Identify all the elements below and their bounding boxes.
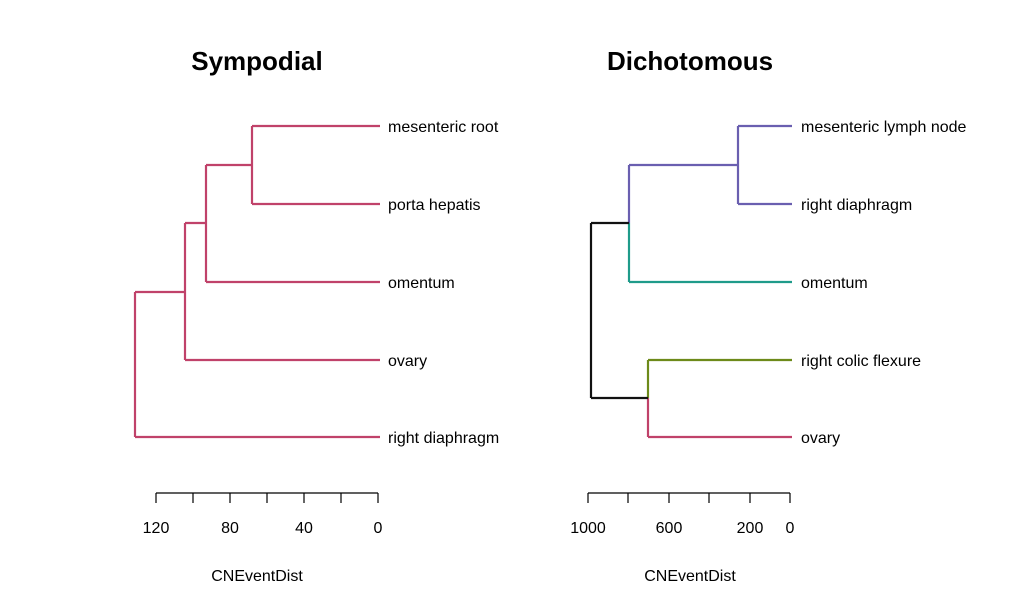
leaf-label: omentum <box>801 275 868 292</box>
leaf-label: ovary <box>801 430 840 447</box>
tick-label: 120 <box>143 520 170 537</box>
panel-title: Sympodial <box>191 46 322 76</box>
leaf-label: right colic flexure <box>801 353 921 370</box>
leaf-label: omentum <box>388 275 455 292</box>
leaf-label: ovary <box>388 353 427 370</box>
tick-label: 1000 <box>570 520 606 537</box>
leaf-label: mesenteric root <box>388 119 499 136</box>
panel-title: Dichotomous <box>607 46 773 76</box>
leaf-label: porta hepatis <box>388 197 481 214</box>
x-axis-title: CNEventDist <box>211 568 303 585</box>
panel-dichotomous: Dichotomous mesenteric lymph node right … <box>570 46 966 585</box>
x-axis <box>587 492 791 503</box>
tick-label: 600 <box>656 520 683 537</box>
leaf-label: right diaphragm <box>801 197 912 214</box>
panel-sympodial: Sympodial mesenteric root porta hepatis … <box>133 46 499 585</box>
x-axis <box>155 492 379 503</box>
leaf-label: mesenteric lymph node <box>801 119 967 136</box>
x-axis-title: CNEventDist <box>644 568 736 585</box>
leaf-label: right diaphragm <box>388 430 499 447</box>
dendrogram-tree <box>133 124 380 439</box>
tick-label: 80 <box>221 520 239 537</box>
dendrogram-tree <box>589 124 792 439</box>
tick-label: 200 <box>737 520 764 537</box>
tick-label: 0 <box>374 520 383 537</box>
tick-label: 0 <box>786 520 795 537</box>
tick-label: 40 <box>295 520 313 537</box>
